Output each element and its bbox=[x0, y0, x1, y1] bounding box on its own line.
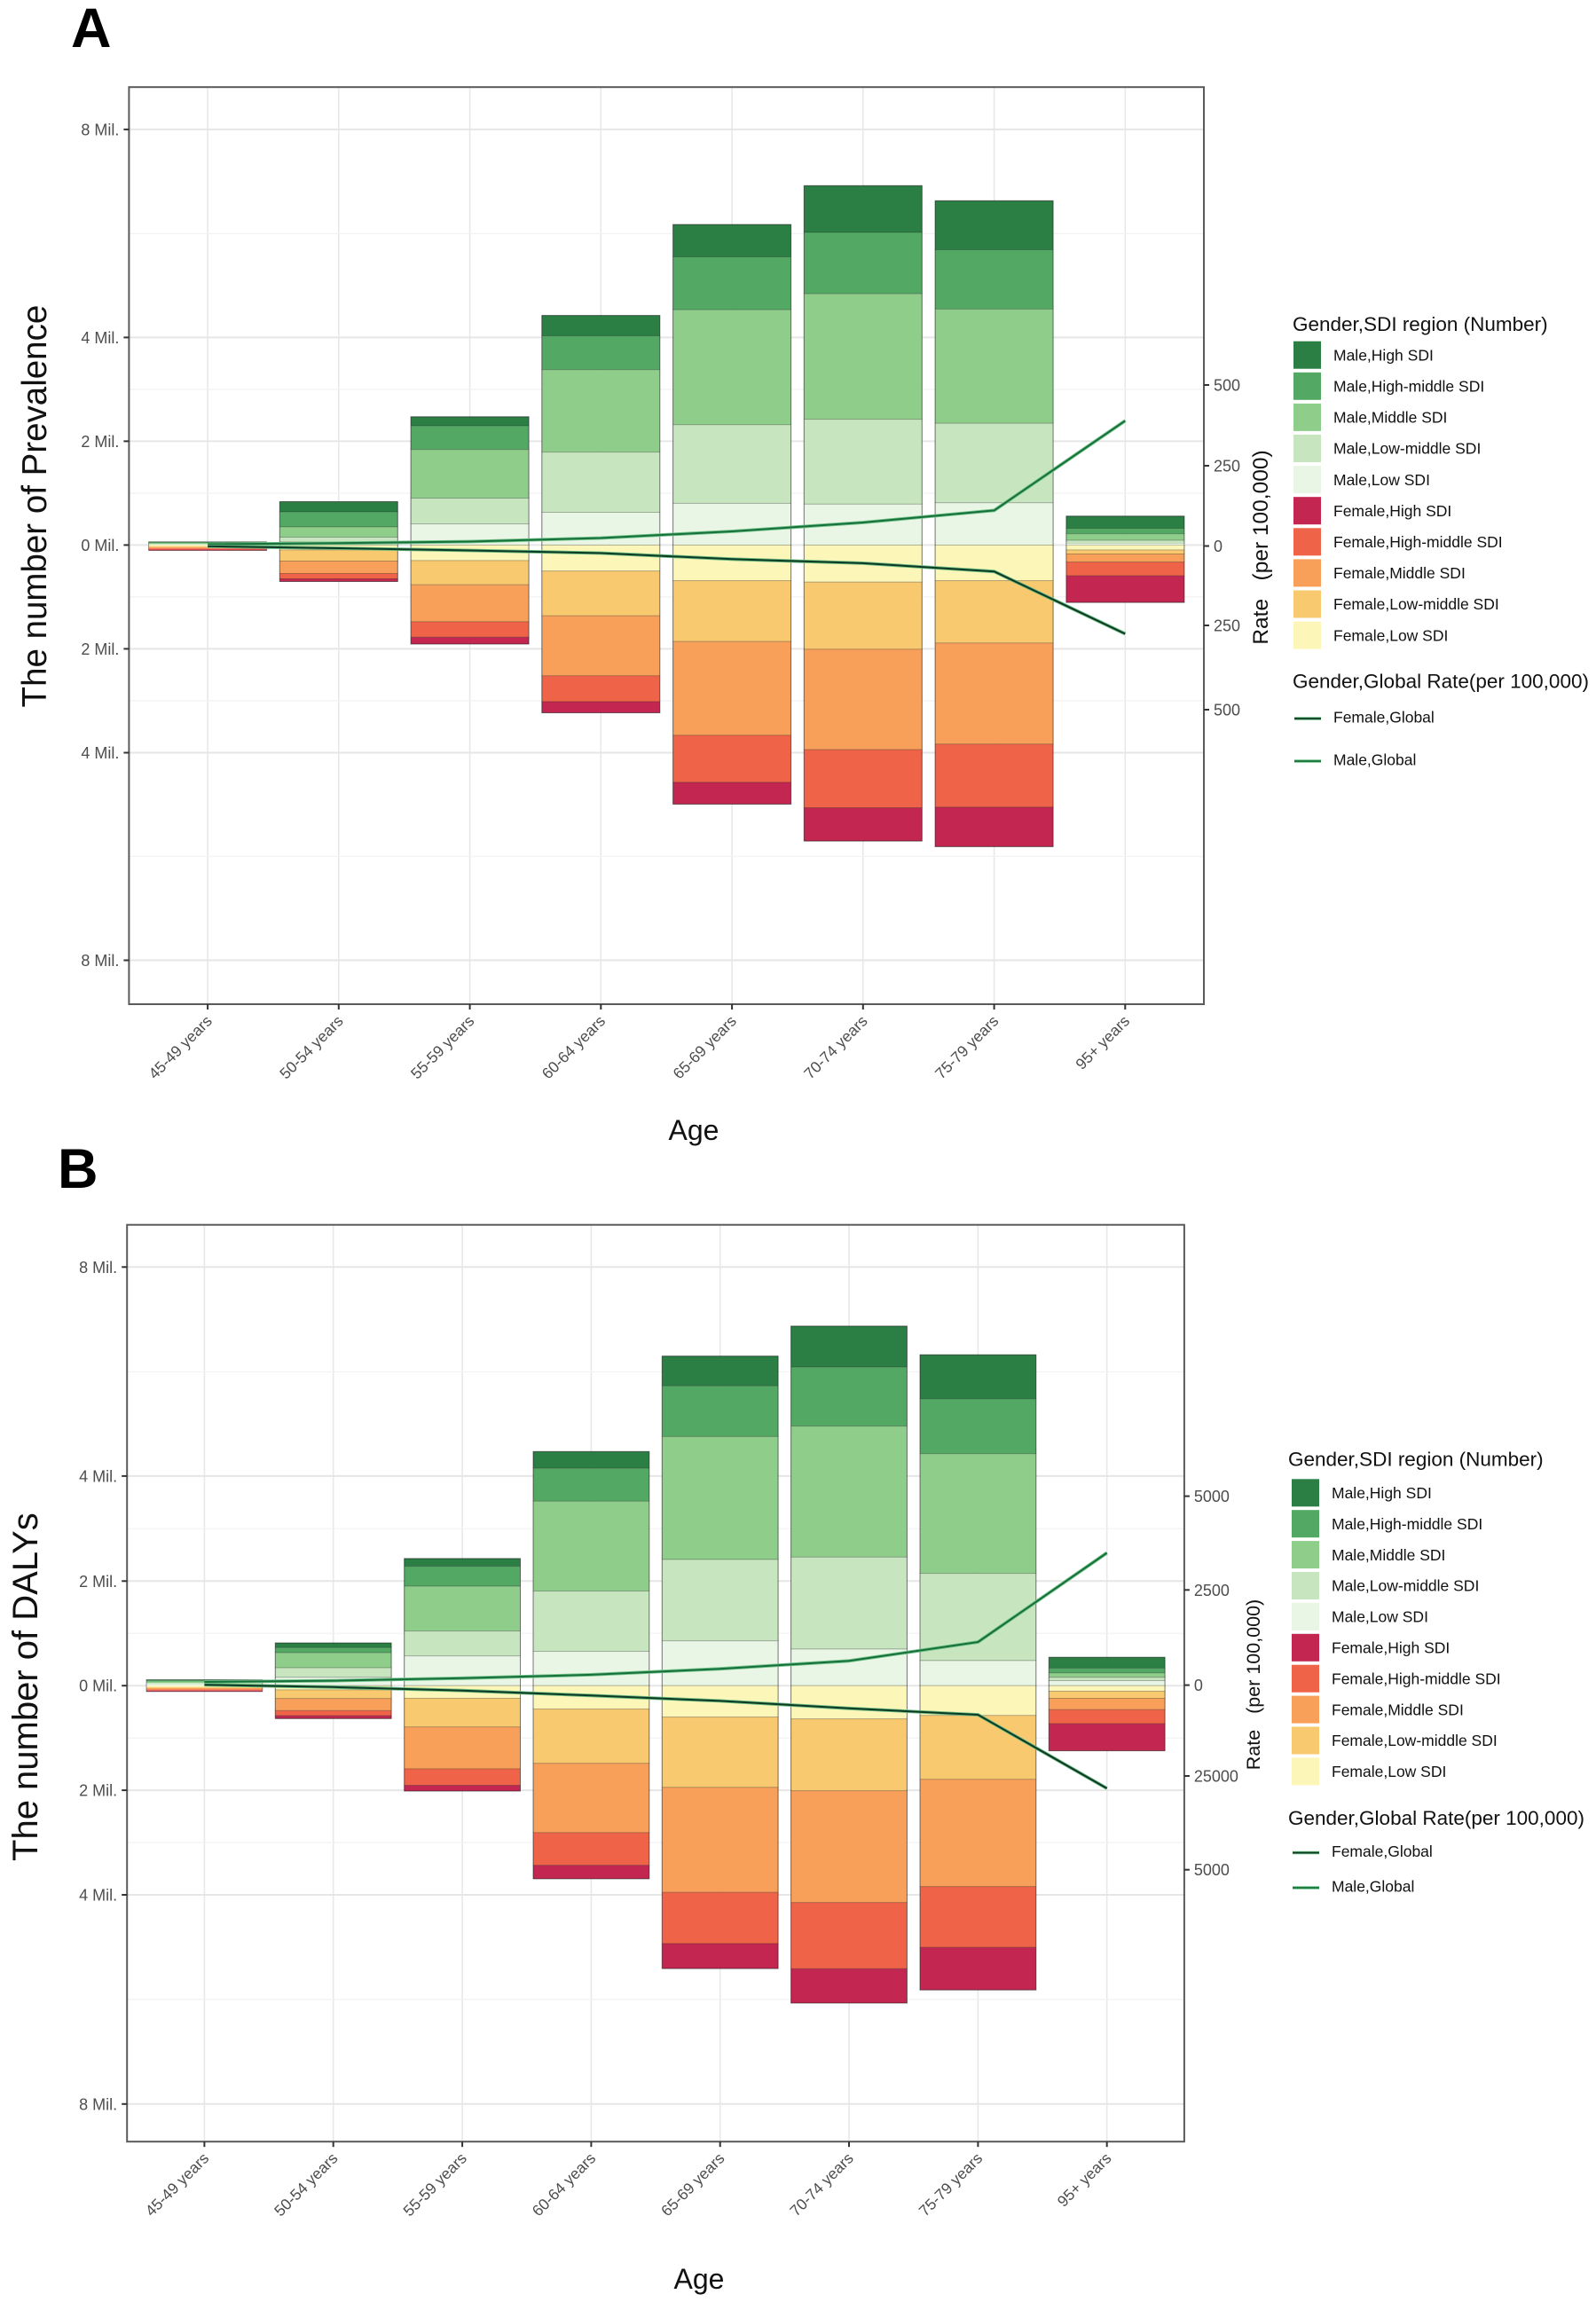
svg-text:8 Mil.: 8 Mil. bbox=[79, 2095, 117, 2113]
svg-text:2 Mil.: 2 Mil. bbox=[79, 1573, 117, 1591]
svg-text:0: 0 bbox=[1194, 1677, 1203, 1694]
svg-text:Rate (per 100,000): Rate (per 100,000) bbox=[1249, 450, 1273, 644]
svg-text:4 Mil.: 4 Mil. bbox=[79, 1467, 117, 1485]
svg-text:Male,High-middle SDI: Male,High-middle SDI bbox=[1333, 378, 1484, 396]
svg-text:Male,High SDI: Male,High SDI bbox=[1332, 1484, 1432, 1502]
svg-text:8 Mil.: 8 Mil. bbox=[81, 121, 119, 138]
svg-text:Age: Age bbox=[674, 2263, 725, 2295]
svg-text:B: B bbox=[58, 1138, 98, 1200]
svg-text:5000: 5000 bbox=[1194, 1488, 1230, 1505]
svg-text:Gender,Global Rate(per 100,000: Gender,Global Rate(per 100,000) bbox=[1288, 1807, 1584, 1829]
svg-text:Male,Low SDI: Male,Low SDI bbox=[1332, 1608, 1428, 1626]
svg-text:Male,High-middle SDI: Male,High-middle SDI bbox=[1332, 1515, 1482, 1533]
svg-text:Age: Age bbox=[669, 1114, 719, 1146]
svg-text:2500: 2500 bbox=[1194, 1582, 1230, 1599]
svg-text:Male,Global: Male,Global bbox=[1332, 1878, 1414, 1896]
svg-text:500: 500 bbox=[1214, 702, 1240, 719]
svg-text:0: 0 bbox=[1214, 538, 1223, 555]
svg-text:Female,High-middle SDI: Female,High-middle SDI bbox=[1333, 533, 1503, 551]
svg-text:The number of DALYs: The number of DALYs bbox=[6, 1512, 45, 1861]
svg-text:250: 250 bbox=[1214, 617, 1240, 635]
svg-text:Female,Low-middle SDI: Female,Low-middle SDI bbox=[1333, 595, 1499, 613]
svg-text:Rate (per 100,000): Rate (per 100,000) bbox=[1243, 1599, 1264, 1770]
svg-text:Female,High-middle SDI: Female,High-middle SDI bbox=[1332, 1670, 1501, 1687]
svg-text:Male,Middle SDI: Male,Middle SDI bbox=[1333, 409, 1447, 427]
svg-text:Female,Low-middle SDI: Female,Low-middle SDI bbox=[1332, 1732, 1498, 1749]
svg-text:0 Mil.: 0 Mil. bbox=[81, 537, 119, 554]
svg-text:Gender,SDI region (Number): Gender,SDI region (Number) bbox=[1293, 313, 1548, 335]
svg-text:Gender,SDI region (Number): Gender,SDI region (Number) bbox=[1288, 1449, 1544, 1471]
svg-text:4 Mil.: 4 Mil. bbox=[81, 329, 119, 347]
svg-text:25000: 25000 bbox=[1194, 1768, 1238, 1786]
svg-text:4 Mil.: 4 Mil. bbox=[79, 1887, 117, 1905]
svg-text:Female,Middle SDI: Female,Middle SDI bbox=[1333, 564, 1466, 582]
svg-text:2 Mil.: 2 Mil. bbox=[81, 640, 119, 658]
svg-text:8 Mil.: 8 Mil. bbox=[79, 1259, 117, 1277]
svg-text:Male,Global: Male,Global bbox=[1333, 751, 1416, 769]
svg-text:250: 250 bbox=[1214, 458, 1240, 475]
svg-text:5000: 5000 bbox=[1194, 1861, 1230, 1879]
svg-text:Male,High SDI: Male,High SDI bbox=[1333, 346, 1434, 364]
svg-text:A: A bbox=[71, 0, 112, 59]
svg-text:Female,Low SDI: Female,Low SDI bbox=[1333, 626, 1448, 644]
svg-text:Female,Global: Female,Global bbox=[1333, 709, 1435, 727]
svg-text:500: 500 bbox=[1214, 377, 1240, 395]
svg-text:Male,Middle SDI: Male,Middle SDI bbox=[1332, 1546, 1445, 1564]
svg-text:0 Mil.: 0 Mil. bbox=[79, 1678, 117, 1695]
svg-text:2 Mil.: 2 Mil. bbox=[79, 1782, 117, 1800]
svg-text:The number of Prevalence: The number of Prevalence bbox=[16, 305, 54, 708]
svg-text:Male,Low SDI: Male,Low SDI bbox=[1333, 471, 1430, 489]
svg-text:Female,Global: Female,Global bbox=[1332, 1842, 1433, 1860]
svg-text:Female,Low SDI: Female,Low SDI bbox=[1332, 1763, 1446, 1780]
svg-text:Female,High SDI: Female,High SDI bbox=[1333, 502, 1451, 520]
svg-text:4 Mil.: 4 Mil. bbox=[81, 744, 119, 762]
svg-text:8 Mil.: 8 Mil. bbox=[81, 952, 119, 970]
svg-text:Male,Low-middle SDI: Male,Low-middle SDI bbox=[1332, 1577, 1479, 1595]
svg-text:Gender,Global Rate(per 100,000: Gender,Global Rate(per 100,000) bbox=[1293, 671, 1589, 693]
svg-text:Female,Middle SDI: Female,Middle SDI bbox=[1332, 1701, 1464, 1718]
svg-text:Female,High SDI: Female,High SDI bbox=[1332, 1639, 1450, 1657]
svg-text:Male,Low-middle SDI: Male,Low-middle SDI bbox=[1333, 440, 1481, 458]
svg-text:2 Mil.: 2 Mil. bbox=[81, 433, 119, 451]
